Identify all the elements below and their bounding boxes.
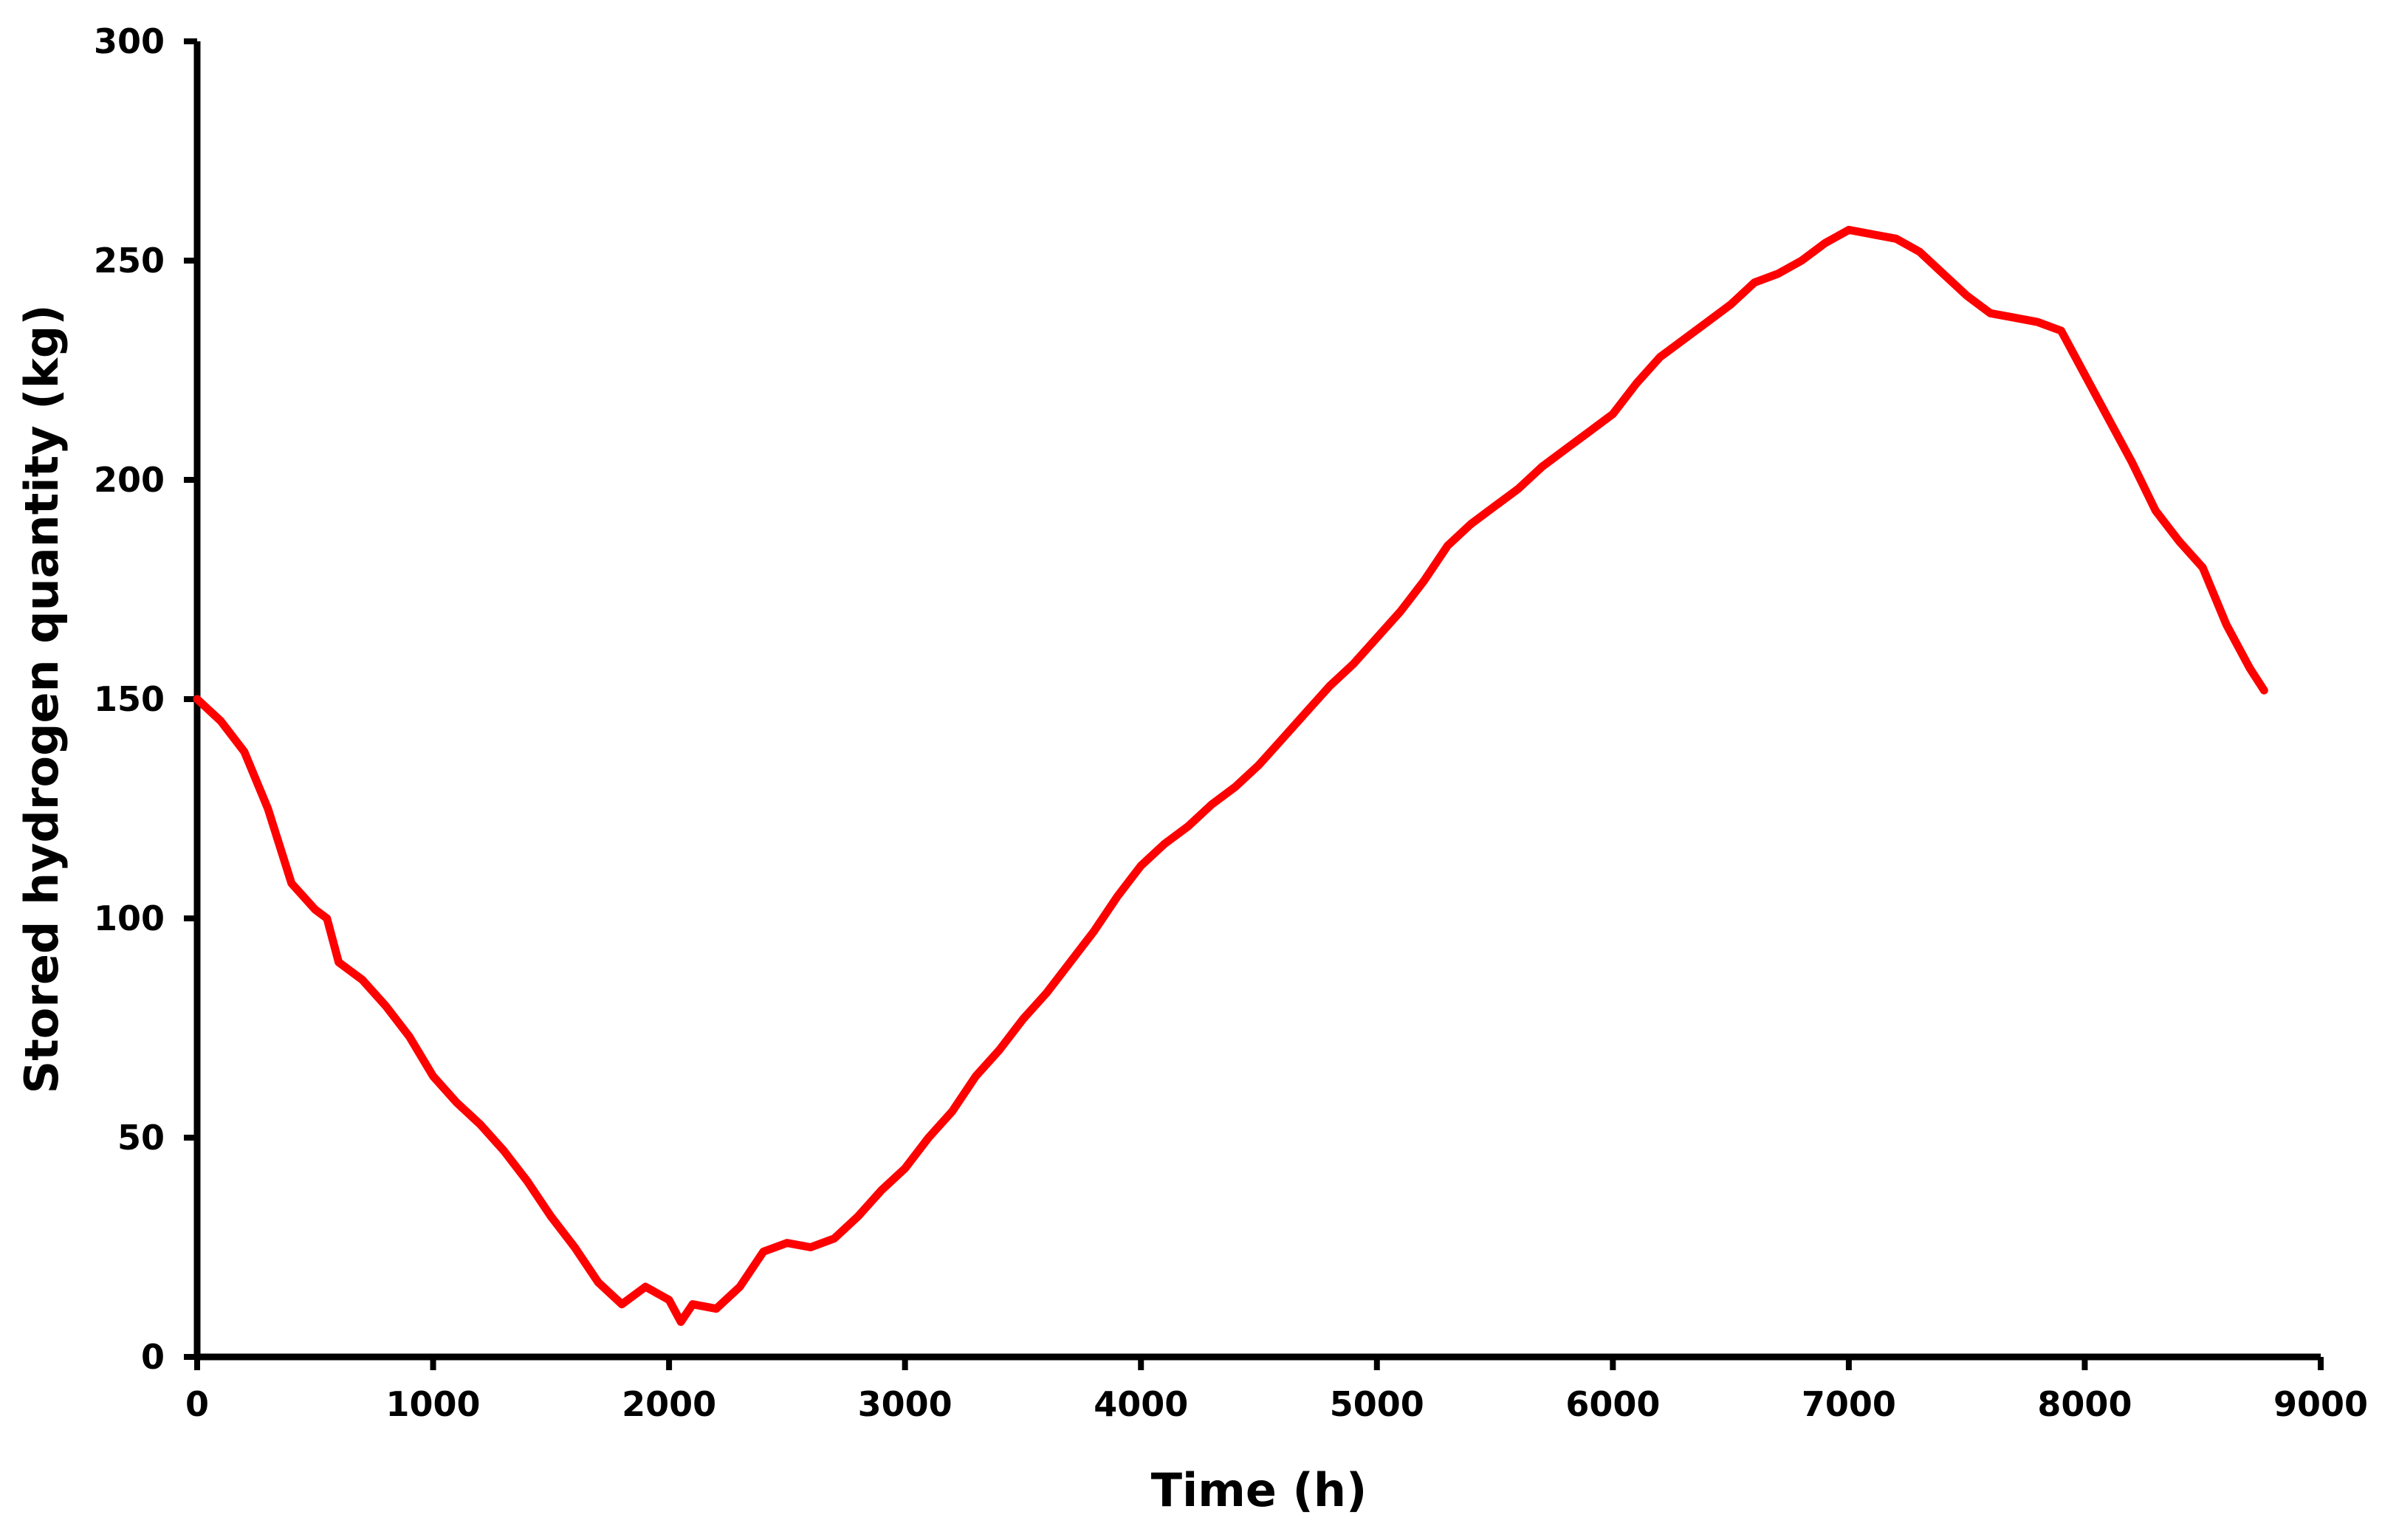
y-tick-label: 100 <box>94 898 165 938</box>
x-axis-title: Time (h) <box>1151 1463 1367 1517</box>
y-axis-title: Stored hydrogen quantity (kg) <box>15 304 69 1093</box>
x-tick-label: 2000 <box>622 1384 716 1424</box>
y-tick-label: 200 <box>94 460 165 500</box>
x-tick-label: 6000 <box>1565 1384 1660 1424</box>
y-tick-label: 300 <box>94 21 165 61</box>
y-tick-label: 150 <box>94 679 165 719</box>
y-tick-label: 50 <box>117 1118 165 1158</box>
x-tick-label: 4000 <box>1094 1384 1188 1424</box>
plot-area <box>193 225 2268 1326</box>
series-line <box>193 225 2268 1326</box>
y-tick-label: 250 <box>94 241 165 281</box>
x-tick-label: 3000 <box>858 1384 953 1424</box>
x-tick-label: 7000 <box>1802 1384 1896 1424</box>
x-tick-label: 8000 <box>2037 1384 2132 1424</box>
y-ticks: 0 50 100 150 200 250 300 <box>94 21 197 1377</box>
x-tick-label: 0 <box>185 1384 209 1424</box>
x-tick-label: 1000 <box>386 1384 481 1424</box>
x-tick-label: 9000 <box>2273 1384 2368 1424</box>
y-tick-label: 0 <box>141 1337 165 1377</box>
x-ticks: 0 1000 2000 3000 4000 5000 6000 7000 8000 9000 <box>185 1357 2368 1424</box>
x-tick-label: 5000 <box>1330 1384 1424 1424</box>
